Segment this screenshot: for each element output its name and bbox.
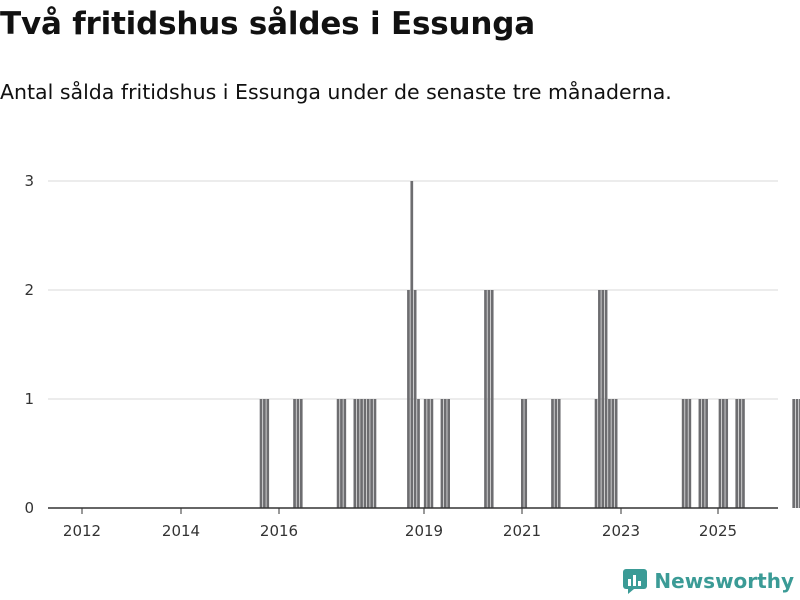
bar <box>484 290 487 508</box>
bar <box>487 290 491 508</box>
bar <box>490 290 494 508</box>
bar <box>594 399 598 508</box>
y-tick-label: 1 <box>24 390 34 408</box>
bar <box>795 399 799 508</box>
bar <box>701 399 705 508</box>
brand-name: Newsworthy <box>654 569 794 593</box>
bar <box>410 181 414 508</box>
bar <box>417 399 420 508</box>
y-tick-label: 3 <box>24 172 34 190</box>
bar <box>263 399 266 508</box>
bar <box>447 399 450 508</box>
bar <box>427 399 430 508</box>
bar <box>336 399 340 508</box>
chart-bubble-icon <box>623 569 648 594</box>
bar <box>356 399 360 508</box>
bar <box>554 399 558 508</box>
chart-subtitle: Antal sålda fritidshus i Essunga under d… <box>0 80 672 104</box>
bar <box>407 290 410 508</box>
bar <box>551 399 554 508</box>
bar <box>608 399 611 508</box>
bar <box>353 399 357 508</box>
chart-title: Två fritidshus såldes i Essunga <box>0 6 535 42</box>
bar <box>343 399 347 508</box>
bar <box>363 399 367 508</box>
bar <box>266 399 270 508</box>
bar <box>293 399 296 508</box>
bar <box>601 290 605 508</box>
bar <box>604 290 608 508</box>
bar <box>685 399 688 508</box>
bar <box>742 399 745 508</box>
x-tick-label: 2023 <box>602 522 640 540</box>
bar-chart: 012320122014201620192021202320252 <box>24 172 800 540</box>
brand-logo: Newsworthy <box>622 568 794 594</box>
bar <box>443 399 447 508</box>
x-tick-label: 2021 <box>503 522 541 540</box>
bar <box>296 399 300 508</box>
bar <box>725 399 729 508</box>
bar <box>373 399 377 508</box>
bar <box>735 399 739 508</box>
bar <box>557 399 561 508</box>
bar <box>705 399 708 508</box>
bar <box>423 399 427 508</box>
bar <box>722 399 725 508</box>
bar <box>370 399 373 508</box>
bar <box>738 399 742 508</box>
bar <box>521 399 524 508</box>
bar <box>413 290 417 508</box>
bar <box>340 399 343 508</box>
bar <box>430 399 434 508</box>
bar <box>688 399 692 508</box>
bar <box>598 290 601 508</box>
x-tick-label: 2025 <box>699 522 737 540</box>
bar <box>259 399 263 508</box>
y-tick-label: 2 <box>24 281 34 299</box>
bar <box>681 399 685 508</box>
bar <box>440 399 444 508</box>
x-tick-label: 2014 <box>162 522 200 540</box>
bar <box>698 399 702 508</box>
bar <box>718 399 722 508</box>
bar <box>614 399 618 508</box>
bar <box>299 399 303 508</box>
bar <box>366 399 370 508</box>
x-tick-label: 2019 <box>405 522 443 540</box>
bar <box>524 399 528 508</box>
y-tick-label: 0 <box>24 499 34 517</box>
x-tick-label: 2012 <box>63 522 101 540</box>
bar <box>792 399 796 508</box>
x-tick-label: 2016 <box>260 522 298 540</box>
bar <box>360 399 363 508</box>
bar <box>611 399 615 508</box>
